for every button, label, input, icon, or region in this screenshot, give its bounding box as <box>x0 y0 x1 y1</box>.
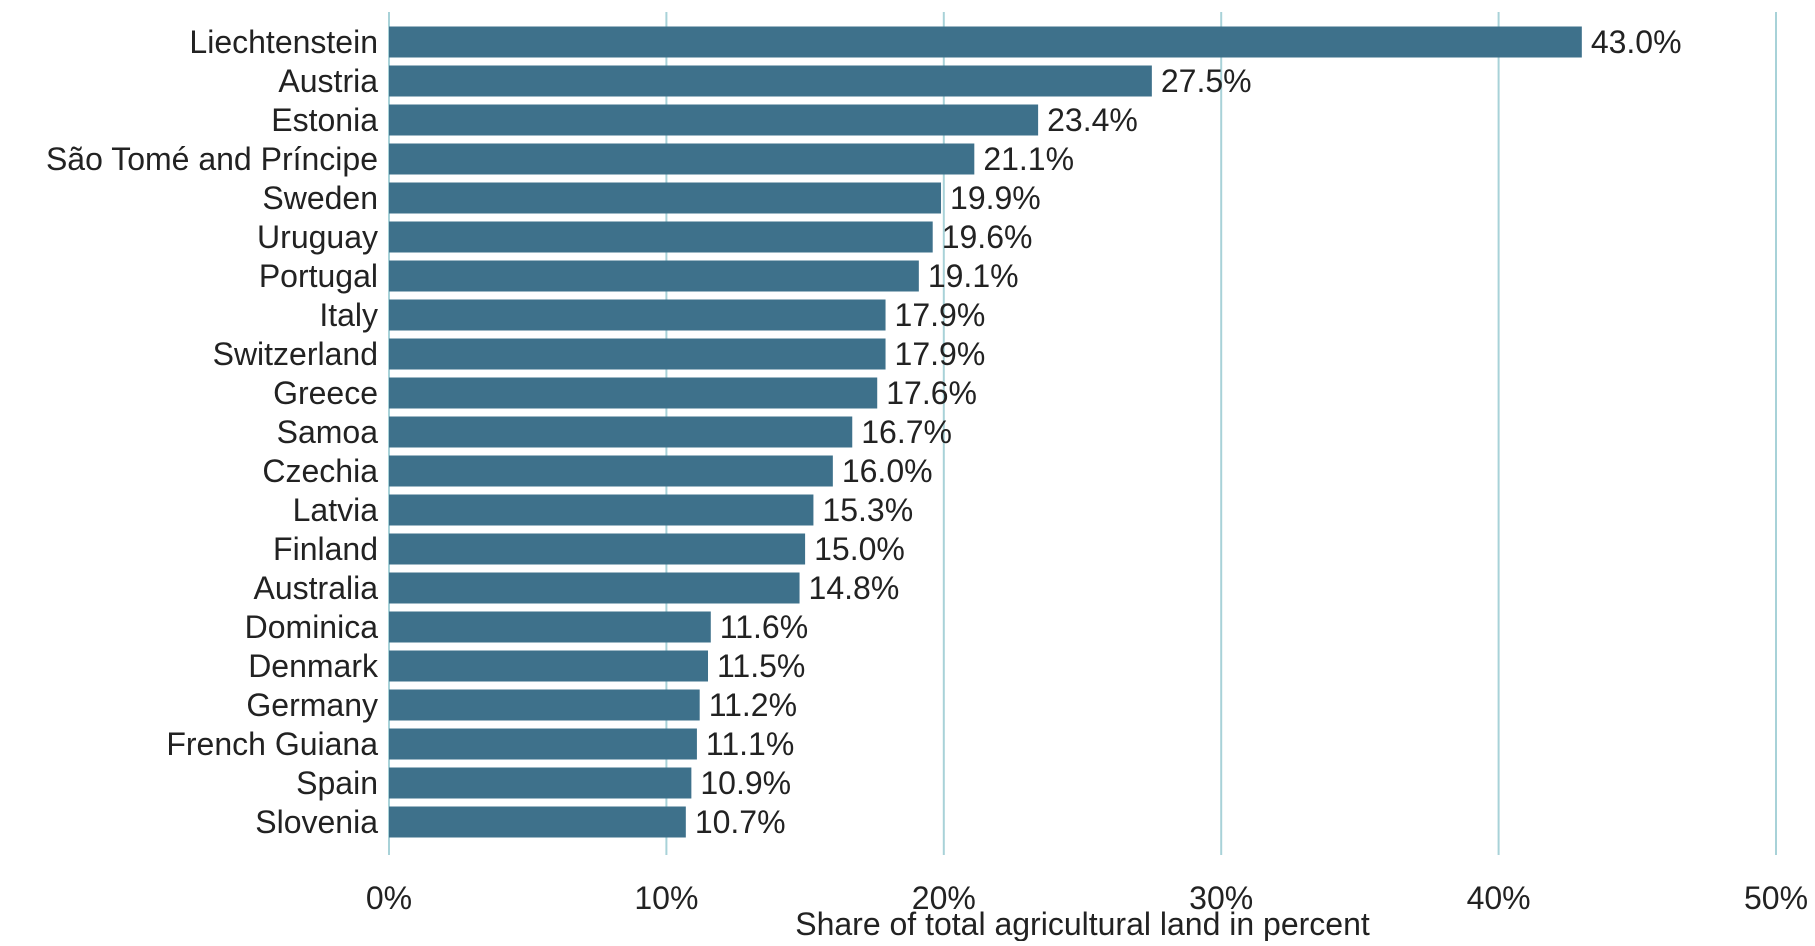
value-label: 16.7% <box>861 414 952 450</box>
x-tick-label: 0% <box>366 880 412 916</box>
bar <box>389 377 878 409</box>
bar <box>389 221 933 253</box>
value-label: 43.0% <box>1591 24 1682 60</box>
bar <box>389 416 853 448</box>
category-label: Switzerland <box>213 336 378 372</box>
bar <box>389 299 886 331</box>
category-label: Liechtenstein <box>189 24 378 60</box>
category-label: Sweden <box>262 180 378 216</box>
bar <box>389 143 975 175</box>
category-label: Portugal <box>259 258 378 294</box>
x-tick-label: 40% <box>1467 880 1531 916</box>
value-label: 10.9% <box>700 765 791 801</box>
category-label: Germany <box>246 687 378 723</box>
bar <box>389 338 886 370</box>
bar <box>389 104 1039 136</box>
value-label: 14.8% <box>809 570 900 606</box>
bars <box>389 26 1582 838</box>
category-label: French Guiana <box>166 726 378 762</box>
bar <box>389 689 700 721</box>
category-label: Estonia <box>271 102 378 138</box>
category-label: Italy <box>319 297 378 333</box>
x-tick-label: 50% <box>1744 880 1808 916</box>
category-label: Samoa <box>277 414 379 450</box>
value-label: 15.3% <box>822 492 913 528</box>
bar <box>389 806 686 838</box>
value-label: 19.6% <box>942 219 1033 255</box>
value-labels: 43.0%27.5%23.4%21.1%19.9%19.6%19.1%17.9%… <box>695 24 1682 840</box>
category-label: Australia <box>254 570 379 606</box>
category-label: Dominica <box>245 609 379 645</box>
category-label: Finland <box>273 531 378 567</box>
bar <box>389 650 709 682</box>
x-axis-label: Share of total agricultural land in perc… <box>795 906 1370 941</box>
value-label: 11.2% <box>709 687 797 723</box>
value-label: 11.5% <box>717 648 805 684</box>
value-label: 17.9% <box>895 336 986 372</box>
value-label: 27.5% <box>1161 63 1252 99</box>
value-label: 17.9% <box>895 297 986 333</box>
value-label: 23.4% <box>1047 102 1138 138</box>
bar <box>389 260 919 292</box>
category-label: Spain <box>296 765 378 801</box>
x-tick-label: 20% <box>912 880 976 916</box>
bar <box>389 611 711 643</box>
category-label: Latvia <box>293 492 379 528</box>
category-label: Greece <box>273 375 378 411</box>
bar <box>389 533 806 565</box>
bar <box>389 728 697 760</box>
x-tick-label: 10% <box>634 880 698 916</box>
bar <box>389 767 692 799</box>
category-label: Czechia <box>262 453 378 489</box>
value-label: 16.0% <box>842 453 933 489</box>
bar <box>389 182 942 214</box>
category-label: Slovenia <box>255 804 378 840</box>
bar <box>389 26 1582 58</box>
category-label: Uruguay <box>257 219 378 255</box>
value-label: 15.0% <box>814 531 905 567</box>
value-label: 19.9% <box>950 180 1041 216</box>
category-label: São Tomé and Príncipe <box>46 141 378 177</box>
bar <box>389 65 1152 97</box>
bar <box>389 572 800 604</box>
value-label: 17.6% <box>886 375 977 411</box>
value-label: 21.1% <box>983 141 1074 177</box>
x-axis-tick-labels: 0% 10% 20% 30% 40% 50% <box>366 880 1808 916</box>
value-label: 10.7% <box>695 804 786 840</box>
value-label: 11.1% <box>706 726 794 762</box>
bar <box>389 455 833 487</box>
value-label: 11.6% <box>720 609 808 645</box>
value-label: 19.1% <box>928 258 1019 294</box>
bar <box>389 494 814 526</box>
category-label: Austria <box>278 63 378 99</box>
x-tick-label: 30% <box>1189 880 1253 916</box>
category-label: Denmark <box>248 648 379 684</box>
